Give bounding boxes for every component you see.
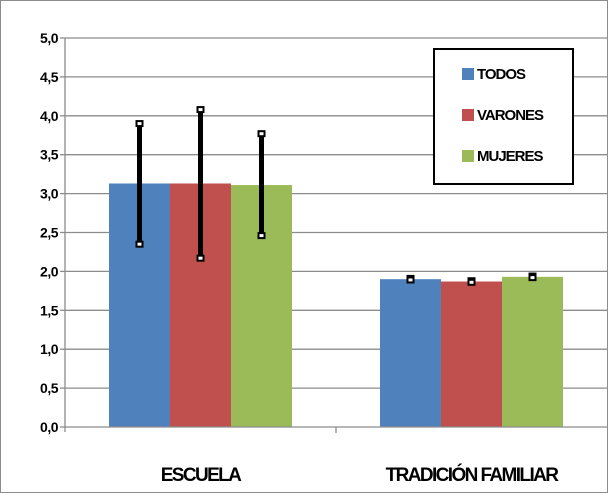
y-tick-label: 0,5 <box>40 380 59 396</box>
error-bars <box>135 106 537 286</box>
y-tick-label: 5,0 <box>40 30 59 46</box>
legend-label: MUJERES <box>477 148 544 165</box>
y-tick-label: 0,0 <box>40 419 59 435</box>
y-tick-label: 2,5 <box>40 225 59 241</box>
x-category-label: TRADICIÓN FAMILIAR <box>386 464 560 486</box>
y-tick-label: 4,0 <box>40 108 59 124</box>
legend-label: TODOS <box>477 66 526 83</box>
legend-label: VARONES <box>477 107 544 124</box>
error-cap-high <box>257 130 266 138</box>
error-cap-low <box>257 232 266 240</box>
axes: 0,0 0,5 1,0 1,5 2,0 2,5 3,0 3,5 4,0 4,5 5,0 ESCUELA… <box>40 30 607 486</box>
bar-mujeres <box>502 276 563 427</box>
legend-swatch-varones <box>462 109 474 121</box>
y-tick-label: 2,0 <box>40 263 59 279</box>
error-cap-low <box>196 254 205 262</box>
y-tick-label: 1,0 <box>40 341 59 357</box>
y-tick-label: 1,5 <box>40 302 59 318</box>
legend-swatch-mujeres <box>462 150 474 162</box>
error-cap-high <box>135 120 144 128</box>
x-category-label: ESCUELA <box>161 465 242 486</box>
bar-todos <box>380 279 441 427</box>
error-cap-low <box>528 274 537 282</box>
bar-varones <box>441 281 502 427</box>
error-cap-high <box>196 106 205 114</box>
y-tick-label: 3,5 <box>40 147 59 163</box>
legend-swatch-todos <box>462 68 474 80</box>
legend-box <box>433 48 574 185</box>
y-tick-label: 4,5 <box>40 69 59 85</box>
error-cap-low <box>135 240 144 248</box>
error-cap-low <box>406 276 415 284</box>
y-tick-label: 3,0 <box>40 186 59 202</box>
legend: TODOS VARONES MUJERES <box>433 48 574 185</box>
error-cap-low <box>467 278 476 286</box>
bars <box>109 183 563 427</box>
